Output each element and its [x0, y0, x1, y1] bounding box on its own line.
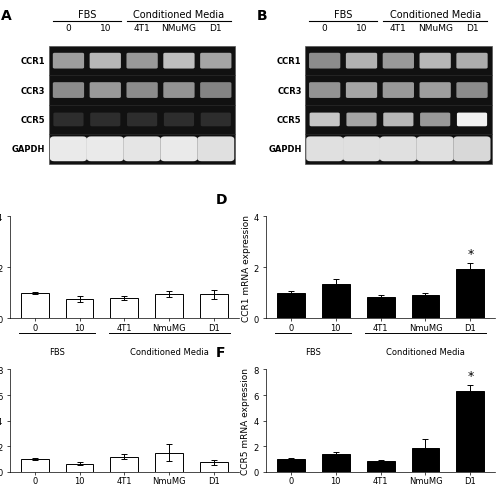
FancyBboxPatch shape: [200, 83, 232, 99]
Bar: [110, 456, 138, 472]
Text: 4T1: 4T1: [390, 24, 406, 33]
FancyBboxPatch shape: [126, 54, 158, 69]
Text: D1: D1: [210, 24, 222, 33]
Bar: [110, 298, 138, 319]
FancyBboxPatch shape: [50, 137, 87, 162]
FancyBboxPatch shape: [384, 113, 414, 127]
Text: Conditioned Media: Conditioned Media: [386, 348, 465, 356]
FancyBboxPatch shape: [90, 83, 121, 99]
FancyBboxPatch shape: [346, 113, 376, 127]
FancyBboxPatch shape: [457, 113, 487, 127]
Text: *: *: [467, 247, 473, 260]
Text: FBS: FBS: [49, 348, 65, 356]
Text: GAPDH: GAPDH: [12, 145, 46, 154]
FancyBboxPatch shape: [380, 137, 417, 162]
Bar: [456, 269, 484, 319]
Text: Conditioned Media: Conditioned Media: [134, 11, 224, 20]
FancyBboxPatch shape: [306, 137, 343, 162]
Text: CCR1: CCR1: [21, 57, 46, 66]
FancyBboxPatch shape: [309, 83, 340, 99]
Text: 10: 10: [356, 24, 368, 33]
Bar: [412, 296, 440, 319]
FancyBboxPatch shape: [200, 54, 232, 69]
Text: FBS: FBS: [334, 11, 352, 20]
FancyBboxPatch shape: [164, 83, 194, 99]
FancyBboxPatch shape: [420, 54, 451, 69]
Text: 0: 0: [322, 24, 328, 33]
Bar: [322, 284, 349, 319]
Bar: [66, 300, 94, 319]
FancyBboxPatch shape: [127, 113, 157, 127]
FancyBboxPatch shape: [382, 54, 414, 69]
Text: 0: 0: [66, 24, 71, 33]
FancyBboxPatch shape: [456, 54, 488, 69]
FancyBboxPatch shape: [420, 83, 451, 99]
Text: FBS: FBS: [306, 348, 322, 356]
FancyBboxPatch shape: [124, 137, 160, 162]
FancyBboxPatch shape: [126, 83, 158, 99]
FancyBboxPatch shape: [454, 137, 490, 162]
Bar: [156, 295, 183, 319]
Text: CCR1: CCR1: [277, 57, 301, 66]
Bar: [412, 448, 440, 472]
Bar: [305, 47, 492, 164]
Text: CCR3: CCR3: [21, 86, 46, 95]
Text: 10: 10: [100, 24, 111, 33]
FancyBboxPatch shape: [53, 83, 84, 99]
FancyBboxPatch shape: [164, 54, 194, 69]
FancyBboxPatch shape: [382, 83, 414, 99]
Bar: [66, 464, 94, 472]
FancyBboxPatch shape: [420, 113, 450, 127]
Y-axis label: CCR5 mRNA expression: CCR5 mRNA expression: [242, 367, 250, 474]
Bar: [366, 297, 394, 319]
FancyBboxPatch shape: [198, 137, 234, 162]
Text: FBS: FBS: [78, 11, 96, 20]
Bar: [277, 293, 305, 319]
FancyBboxPatch shape: [346, 54, 377, 69]
Text: Conditioned Media: Conditioned Media: [130, 348, 208, 356]
FancyBboxPatch shape: [87, 137, 124, 162]
Text: CCR5: CCR5: [277, 116, 301, 125]
Bar: [49, 47, 236, 164]
FancyBboxPatch shape: [90, 113, 120, 127]
Bar: [200, 295, 228, 319]
Text: NMuMG: NMuMG: [418, 24, 452, 33]
Text: F: F: [216, 346, 226, 360]
Bar: [456, 392, 484, 472]
Bar: [21, 459, 48, 472]
Text: D1: D1: [466, 24, 478, 33]
FancyBboxPatch shape: [160, 137, 198, 162]
Y-axis label: CCR1 mRNA expression: CCR1 mRNA expression: [242, 214, 250, 321]
Text: B: B: [257, 9, 268, 23]
Text: *: *: [467, 370, 473, 382]
Bar: [322, 454, 349, 472]
FancyBboxPatch shape: [53, 54, 84, 69]
Text: NMuMG: NMuMG: [162, 24, 196, 33]
Text: Conditioned Media: Conditioned Media: [390, 11, 480, 20]
Bar: [277, 459, 305, 472]
Text: 4T1: 4T1: [134, 24, 150, 33]
FancyBboxPatch shape: [416, 137, 454, 162]
Text: CCR3: CCR3: [277, 86, 301, 95]
Bar: [366, 461, 394, 472]
Text: CCR5: CCR5: [21, 116, 46, 125]
Text: A: A: [1, 9, 11, 23]
Text: D: D: [216, 192, 228, 206]
FancyBboxPatch shape: [343, 137, 380, 162]
FancyBboxPatch shape: [90, 54, 121, 69]
FancyBboxPatch shape: [309, 54, 340, 69]
Bar: [200, 462, 228, 472]
FancyBboxPatch shape: [310, 113, 340, 127]
FancyBboxPatch shape: [200, 113, 231, 127]
Bar: [156, 453, 183, 472]
FancyBboxPatch shape: [54, 113, 84, 127]
Bar: [21, 293, 48, 319]
Text: GAPDH: GAPDH: [268, 145, 302, 154]
FancyBboxPatch shape: [164, 113, 194, 127]
FancyBboxPatch shape: [346, 83, 377, 99]
FancyBboxPatch shape: [456, 83, 488, 99]
